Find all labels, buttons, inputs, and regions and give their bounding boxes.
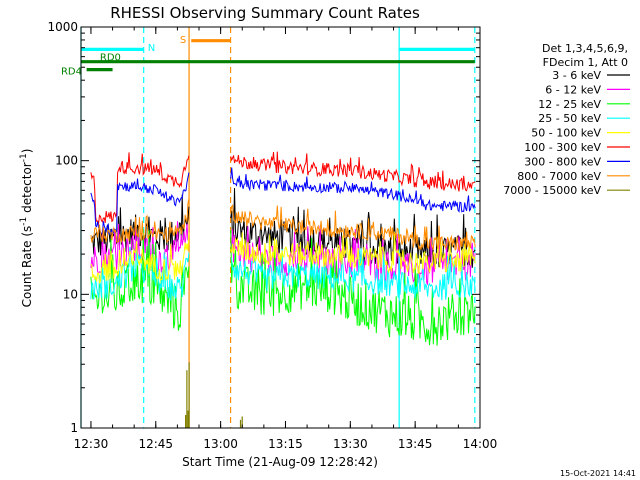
- x-tick-label-5: 13:45: [398, 437, 433, 451]
- flag-label-2: S: [180, 35, 186, 46]
- chart-title: RHESSI Observing Summary Count Rates: [110, 4, 420, 22]
- legend-entry-label-7: 800 - 7000 keV: [517, 170, 601, 183]
- legend-entry-label-5: 100 - 300 keV: [524, 141, 601, 154]
- legend-header-1: FDecim 1, Att 0: [543, 56, 628, 69]
- series-lines: [90, 151, 476, 428]
- x-tick-label-4: 13:30: [333, 437, 368, 451]
- legend-entry-label-8: 7000 - 15000 keV: [503, 184, 601, 197]
- x-tick-label-1: 12:45: [138, 437, 173, 451]
- timestamp: 15-Oct-2021 14:41: [560, 469, 636, 478]
- series-line-8: [185, 362, 243, 428]
- flag-bars: N S RD0 RD4: [61, 35, 475, 78]
- y-tick-label-1: 10: [63, 287, 78, 301]
- x-axis-label: Start Time (21-Aug-09 12:28:42): [182, 455, 378, 469]
- legend-entry-label-0: 3 - 6 keV: [552, 69, 601, 82]
- y-axis-label: Count Rate (s-1 detector-1): [19, 149, 34, 308]
- x-tick-label-0: 12:30: [74, 437, 109, 451]
- flag-label-3: RD0: [100, 53, 121, 64]
- y-tick-label-3: 1000: [47, 20, 78, 34]
- x-tick-label-3: 13:15: [268, 437, 303, 451]
- x-axis-ticks: 12:30 12:45 13:00 13:15 13:30 13:45 14:00: [74, 27, 498, 451]
- legend-entry-label-3: 25 - 50 keV: [538, 112, 601, 125]
- series-line-3: [90, 242, 476, 301]
- series-line-4: [90, 231, 476, 284]
- legend-entry-label-4: 50 - 100 keV: [531, 127, 601, 140]
- y-tick-label-2: 100: [55, 154, 78, 168]
- series-line-6: [90, 167, 476, 235]
- y-axis-label-main: Count Rate (s: [20, 226, 34, 308]
- legend-entry-label-2: 12 - 25 keV: [538, 98, 601, 111]
- legend: Det 1,3,4,5,6,9,FDecim 1, Att 03 - 6 keV…: [503, 42, 630, 197]
- y-axis-label-mid: detector: [20, 162, 34, 217]
- y-axis-label-sup1: -1: [19, 217, 29, 226]
- legend-entry-label-1: 6 - 12 keV: [545, 83, 601, 96]
- y-tick-label-0: 1: [70, 421, 78, 435]
- legend-entry-label-6: 300 - 800 keV: [524, 155, 601, 168]
- flag-label-0: N: [148, 43, 155, 54]
- y-axis-label-sup2: -1: [19, 153, 29, 162]
- y-axis-label-end: ): [20, 149, 34, 154]
- flag-label-4: RD4: [61, 67, 82, 78]
- series-line-5: [90, 151, 476, 226]
- legend-header-0: Det 1,3,4,5,6,9,: [542, 42, 628, 55]
- x-tick-label-6: 14:00: [463, 437, 498, 451]
- series-line-7: [90, 198, 476, 252]
- y-axis-ticks: 1 10 100 1000: [47, 20, 480, 435]
- plot-frame: [80, 26, 481, 429]
- x-tick-label-2: 13:00: [203, 437, 238, 451]
